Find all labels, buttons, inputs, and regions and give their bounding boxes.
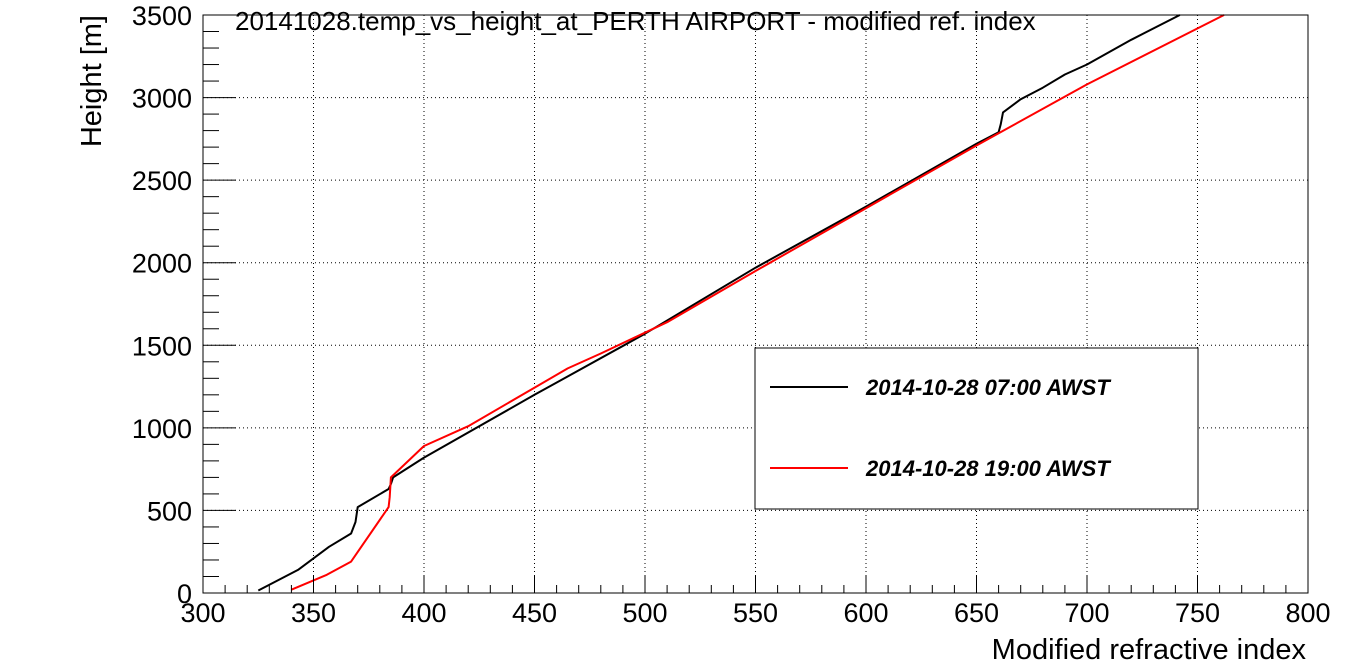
- chart-title: 20141028.temp_vs_height_at_PERTH AIRPORT…: [235, 6, 1036, 36]
- y-tick-label: 3000: [132, 84, 192, 114]
- y-tick-label: 3500: [132, 1, 192, 31]
- series-group: [257, 14, 1225, 592]
- series-line-1: [291, 14, 1225, 591]
- x-tick-label: 500: [622, 598, 667, 628]
- x-tick-label: 350: [291, 598, 336, 628]
- x-tick-label: 700: [1064, 598, 1109, 628]
- legend-label-07: 2014-10-28 07:00 AWST: [865, 375, 1111, 400]
- y-tick-label: 2000: [132, 249, 192, 279]
- x-tick-label: 300: [180, 598, 225, 628]
- x-tick-label: 650: [954, 598, 999, 628]
- y-axis-title: Height [m]: [76, 15, 108, 147]
- y-tick-label: 0: [177, 579, 192, 609]
- x-tick-label: 750: [1175, 598, 1220, 628]
- series-line-0: [257, 14, 1181, 592]
- y-tick-label: 500: [147, 496, 192, 526]
- x-tick-label: 800: [1285, 598, 1330, 628]
- y-tick-label: 1500: [132, 331, 192, 361]
- axes: 300 350 400 450 500 550 600 650 700 750 800 0 500 100…: [132, 1, 1331, 628]
- x-tick-label: 600: [843, 598, 888, 628]
- x-tick-label: 400: [401, 598, 446, 628]
- legend-label-19: 2014-10-28 19:00 AWST: [865, 456, 1111, 481]
- x-tick-label: 450: [512, 598, 557, 628]
- x-tick-label: 550: [733, 598, 778, 628]
- y-tick-label: 1000: [132, 414, 192, 444]
- y-tick-label: 2500: [132, 166, 192, 196]
- legend-box: [754, 347, 1199, 510]
- x-axis-title: Modified refractive index: [992, 634, 1307, 665]
- legend: 2014-10-28 07:00 AWST 2014-10-28 19:00 A…: [754, 347, 1199, 510]
